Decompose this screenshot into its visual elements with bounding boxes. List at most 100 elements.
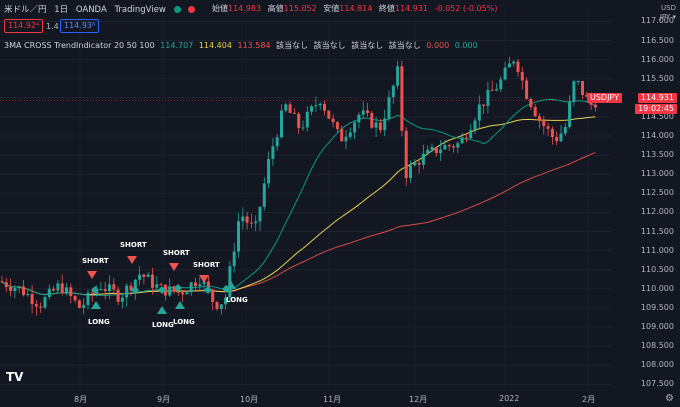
alert-status-icon — [187, 6, 195, 13]
candle-body — [409, 165, 412, 179]
candle-body — [413, 162, 417, 166]
ma20-path — [1, 98, 596, 297]
short-signal-label: SHORT — [120, 241, 147, 249]
tradingview-logo-icon[interactable]: TV — [6, 370, 24, 384]
buy-button[interactable]: 114.93⁸ — [60, 19, 100, 33]
candle-body — [224, 297, 228, 305]
candle-body — [297, 113, 301, 128]
candle-body — [103, 289, 107, 292]
candle-body — [374, 122, 378, 128]
candle-body — [189, 282, 193, 293]
corner-label: USD — [661, 4, 676, 12]
candle-body — [108, 284, 111, 292]
x-tick-label: 2月 — [582, 395, 596, 404]
symbol-name[interactable]: 米ドル／円 — [4, 5, 47, 15]
candle-body — [434, 146, 438, 154]
candle-body — [4, 282, 8, 288]
symbol-price-tag: USDJPY — [587, 93, 622, 103]
candle-body — [387, 97, 391, 119]
open-value: 114.983 — [228, 4, 262, 13]
candle-body — [0, 281, 4, 283]
candle-body — [503, 67, 507, 80]
close-label: 終値 — [378, 4, 395, 13]
y-tick-label: 110.000 — [640, 283, 674, 293]
candle-body — [262, 183, 266, 207]
candle-body — [73, 296, 77, 301]
candle-body — [138, 274, 142, 280]
price-chart[interactable] — [0, 0, 612, 392]
sell-button[interactable]: 114.92⁴ — [4, 19, 44, 33]
candle-body — [194, 282, 197, 287]
candle-body — [116, 289, 120, 302]
candle-body — [593, 104, 597, 108]
candle-body — [550, 128, 554, 138]
candle-body — [529, 98, 533, 108]
short-arrow-icon — [169, 263, 179, 271]
candle-body — [331, 118, 335, 123]
candle-body — [215, 301, 219, 309]
candle-body — [26, 294, 30, 296]
candle-body — [447, 145, 451, 147]
ma50-value: 114.404 — [198, 41, 232, 50]
interval[interactable]: 1日 — [54, 5, 69, 15]
candles — [0, 56, 597, 316]
candle-body — [490, 89, 494, 91]
y-tick-label: 117.000 — [640, 16, 674, 26]
candle-body — [120, 297, 124, 302]
low-value: 114.814 — [339, 4, 373, 13]
candle-body — [366, 110, 369, 113]
platform: TradingView — [114, 5, 166, 15]
candle-body — [254, 221, 258, 224]
candle-body — [99, 289, 103, 291]
candle-body — [34, 304, 38, 307]
long-signal-label: LONG — [152, 321, 174, 329]
cross-diamond-icon — [174, 284, 182, 292]
candle-body — [133, 279, 137, 291]
candle-body — [241, 216, 245, 222]
candle-body — [542, 120, 546, 127]
candle-body — [344, 136, 348, 142]
candle-body — [404, 130, 408, 179]
spread-value: 1.4 — [46, 22, 59, 31]
candle-body — [555, 137, 559, 142]
y-tick-label: 114.000 — [640, 131, 674, 141]
candle-body — [181, 292, 185, 295]
y-tick-label: 109.000 — [640, 322, 674, 332]
signal-value-1: 0.000 — [426, 41, 450, 50]
short-signal-label: SHORT — [193, 261, 220, 269]
candle-body — [206, 281, 210, 290]
candle-body — [533, 107, 537, 117]
candle-body — [125, 285, 129, 298]
candle-body — [585, 95, 589, 97]
candle-body — [112, 284, 116, 290]
candle-body — [581, 81, 584, 96]
change-value: -0.052 (-0.05%) — [434, 4, 498, 13]
candle-body — [237, 221, 240, 252]
countdown-tag: 19:02:45 — [635, 104, 677, 114]
x-tick-label: 8月 — [74, 395, 88, 404]
axis-settings[interactable]: USD JPY ▾ — [659, 4, 676, 21]
y-tick-label: 116.000 — [640, 54, 674, 64]
candle-body — [258, 206, 262, 222]
indicator-legend[interactable]: 3MA CROSS TrendIndicator 20 50 100 114.7… — [4, 40, 481, 51]
gear-icon[interactable]: ⚙ — [665, 393, 674, 404]
candle-body — [142, 274, 146, 277]
candle-body — [499, 79, 503, 90]
candle-body — [232, 251, 236, 267]
long-arrow-icon — [157, 306, 167, 314]
indicator-name: 3MA CROSS TrendIndicator 20 50 100 — [4, 41, 155, 50]
y-tick-label: 112.000 — [640, 207, 674, 217]
candle-body — [168, 286, 172, 296]
candle-body — [267, 158, 271, 184]
long-arrow-icon — [175, 301, 185, 309]
candle-body — [391, 85, 395, 98]
candle-body — [47, 288, 51, 298]
ohlc-values: 始値114.983 高値115.052 安値114.814 終値114.931 … — [212, 3, 501, 14]
y-tick-label: 115.500 — [640, 73, 674, 83]
candle-body — [275, 137, 279, 147]
candle-body — [370, 112, 374, 128]
chart-header: 米ドル／円 1日 OANDA TradingView — [4, 3, 200, 15]
x-tick-label: 12月 — [409, 395, 428, 404]
short-arrow-icon — [87, 271, 97, 279]
y-tick-label: 107.500 — [640, 379, 674, 389]
